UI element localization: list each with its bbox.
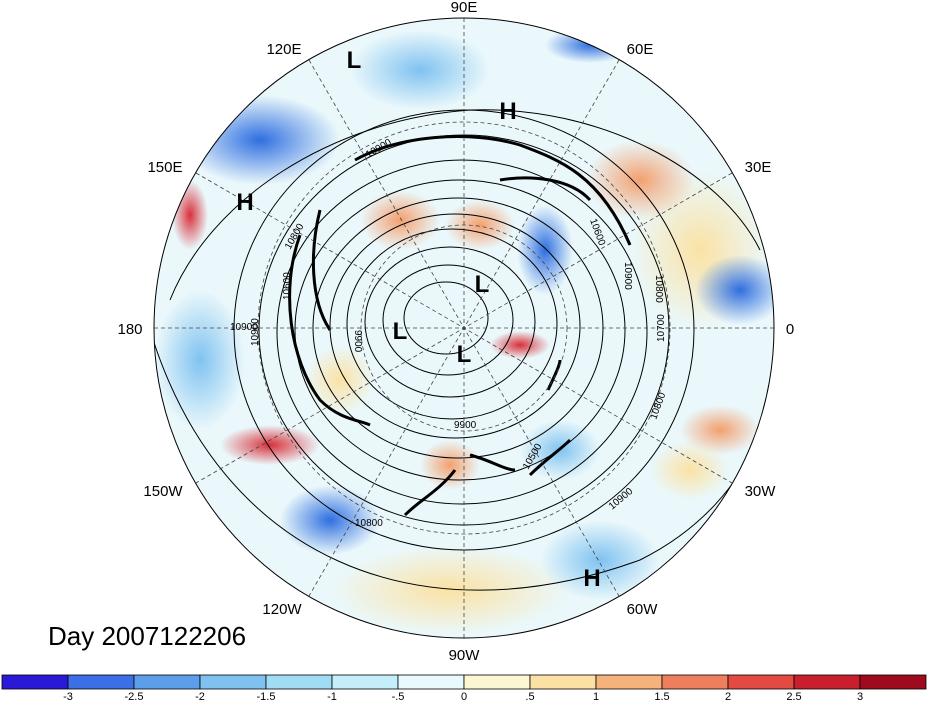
contour-label: 10900	[622, 262, 633, 290]
pressure-center-low-arctic-east: L	[475, 271, 490, 298]
colorbar-bin	[529, 674, 597, 690]
colorbar-bin	[67, 674, 135, 690]
colorbar-bin	[595, 674, 663, 690]
colorbar-tick-label: -2.5	[125, 691, 144, 702]
colorbar-tick-label: 0	[461, 691, 467, 702]
colorbar-tick-label: -3	[63, 691, 73, 702]
contour-label: 10900	[250, 318, 261, 346]
colorbar-tick-label: .5	[525, 691, 534, 702]
pressure-center-high-north-pacific: H	[236, 189, 253, 216]
colorbar-tick-label: 1.5	[654, 691, 669, 702]
lon-label-180: 180	[117, 321, 142, 338]
pressure-centers: L H H L L L H	[236, 47, 600, 592]
lon-label-60e: 60E	[627, 41, 654, 58]
lon-label-30e: 30E	[745, 159, 772, 176]
date-label: Day 2007122206	[48, 621, 246, 651]
colorbar-bin	[199, 674, 267, 690]
longitude-labels: 90E 60E 30E 0 30W 60W 90W 120W 150W 180 …	[117, 0, 794, 664]
lon-label-0: 0	[786, 321, 794, 338]
colorbar-tick-label: -.5	[392, 691, 405, 702]
colorbar-bin	[265, 674, 333, 690]
contour-label: 10600	[282, 272, 293, 300]
contour-label: 10900	[230, 322, 258, 333]
colorbar-bin	[463, 674, 531, 690]
colorbar-bin	[727, 674, 795, 690]
pressure-center-high-central-asia: H	[499, 98, 516, 125]
contour-label: 10700	[656, 314, 667, 342]
colorbar-tick-label: 2.5	[786, 691, 801, 702]
colorbar-tick-label: -1.5	[257, 691, 276, 702]
contour-label: 10800	[653, 275, 664, 303]
colorbar: -3 -2.5 -2 -1.5 -1 -.5 0 .5 1 1.5 2 2.5 3	[1, 674, 927, 702]
contour-label: 10800	[355, 518, 383, 529]
colorbar-bin	[793, 674, 861, 690]
colorbar-tick-label: 1	[593, 691, 599, 702]
lon-label-150w: 150W	[143, 483, 183, 500]
colorbar-tick-label: 3	[857, 691, 863, 702]
contour-label: 9900	[454, 420, 477, 431]
colorbar-bin	[859, 674, 927, 690]
colorbar-bin	[133, 674, 201, 690]
colorbar-tick-label: 2	[725, 691, 731, 702]
map-boundary	[153, 17, 775, 639]
contour-label: 9900	[352, 330, 363, 353]
lon-label-120w: 120W	[262, 601, 302, 618]
colorbar-bin	[1, 674, 69, 690]
colorbar-bin	[331, 674, 399, 690]
lon-label-60w: 60W	[627, 601, 659, 618]
pressure-center-low-north-pole: L	[457, 341, 472, 368]
pressure-center-low-arctic-west: L	[393, 318, 408, 345]
colorbar-tick-label: -1	[327, 691, 337, 702]
jet-stream-contours	[288, 135, 632, 517]
pressure-center-high-atlantic: H	[583, 565, 600, 592]
lon-label-90w: 90W	[449, 647, 481, 664]
lon-label-120e: 120E	[266, 41, 301, 58]
pressure-center-low-siberia-coast: L	[347, 47, 362, 74]
colorbar-tick-label: -2	[195, 691, 205, 702]
lon-label-30w: 30W	[745, 483, 777, 500]
colorbar-bin	[661, 674, 729, 690]
graticule	[154, 18, 774, 638]
lon-label-150e: 150E	[147, 159, 182, 176]
colorbar-bin	[397, 674, 465, 690]
lon-label-90e: 90E	[451, 0, 478, 16]
